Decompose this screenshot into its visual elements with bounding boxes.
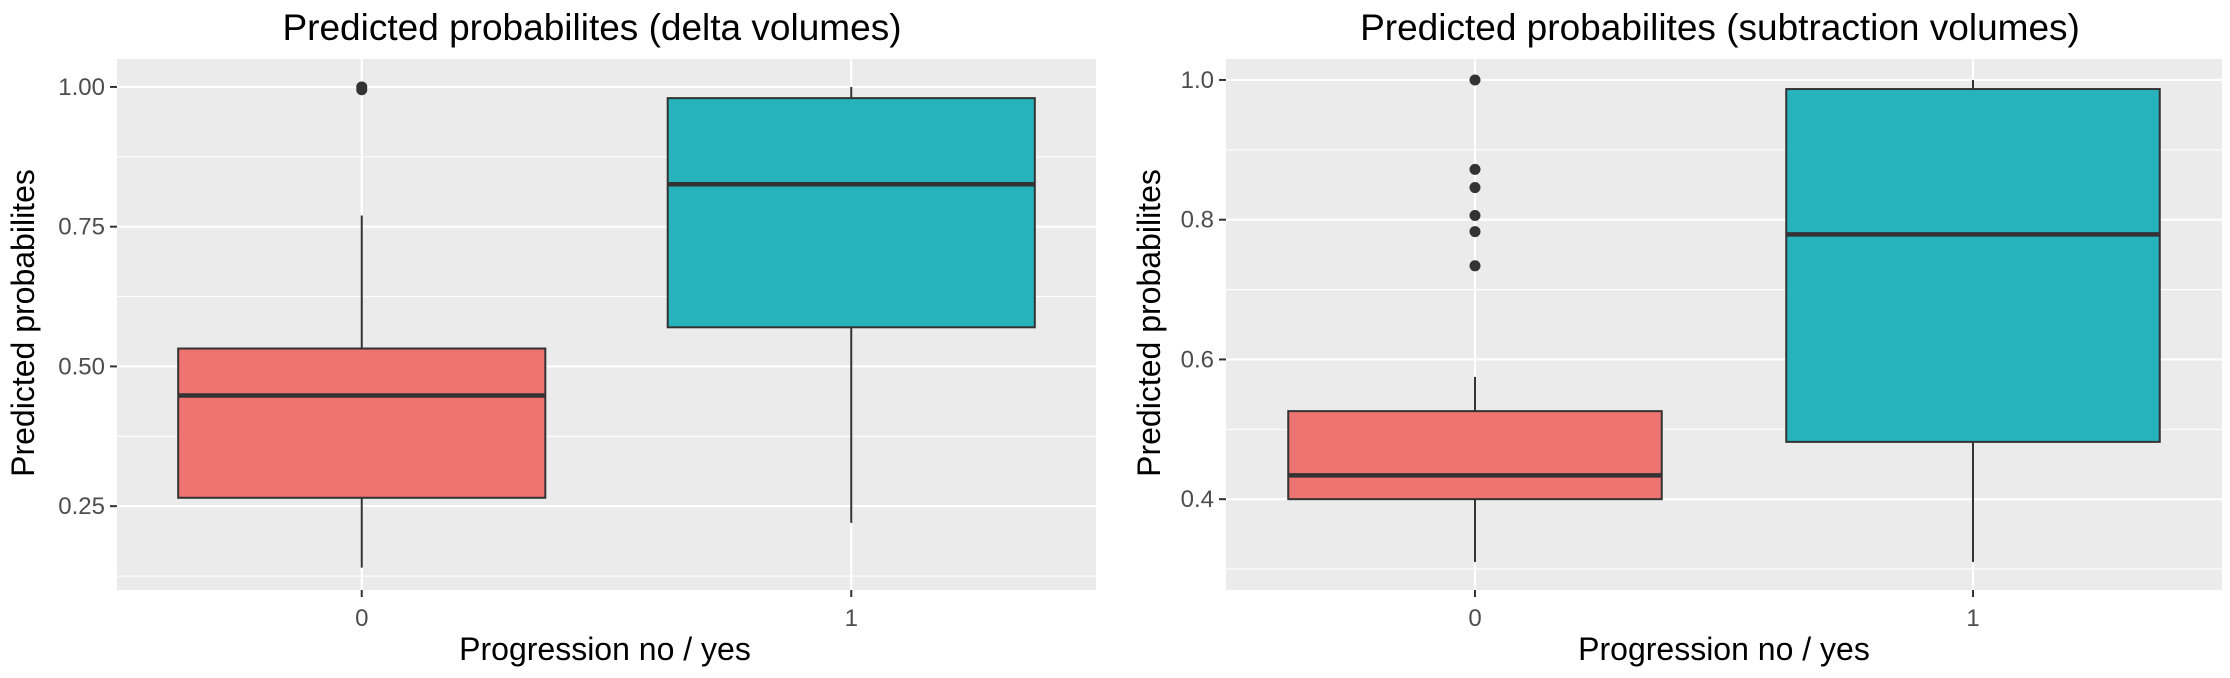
y-tick-label: 0.8 xyxy=(1181,207,1214,234)
outlier-point xyxy=(1469,182,1481,194)
y-axis-title: Predicted probabilites xyxy=(5,169,41,477)
chart-title: Predicted probabilites (subtraction volu… xyxy=(1360,7,2080,48)
outlier-point xyxy=(1469,226,1481,238)
outlier-point xyxy=(1469,210,1481,222)
x-axis-title: Progression no / yes xyxy=(459,631,751,667)
x-tick-label: 1 xyxy=(845,605,858,632)
x-axis-title: Progression no / yes xyxy=(1578,631,1870,667)
box-iqr xyxy=(1287,410,1663,501)
box-group-0 xyxy=(1287,74,1663,563)
y-tick-label: 0.75 xyxy=(58,214,105,241)
box-iqr xyxy=(177,347,547,499)
outlier-point xyxy=(356,81,368,93)
x-tick-label: 1 xyxy=(1966,605,1979,632)
y-tick-label: 0.25 xyxy=(58,493,105,520)
plot-area xyxy=(117,59,1096,590)
chart-title: Predicted probabilites (delta volumes) xyxy=(282,7,901,48)
box-group-0 xyxy=(177,81,547,568)
outlier-point xyxy=(1469,260,1481,272)
outlier-point xyxy=(1469,163,1481,175)
y-tick-label: 0.50 xyxy=(58,353,105,380)
y-axis-title: Predicted probabilites xyxy=(1131,169,1167,477)
chart-delta-volumes: Predicted probabilites (delta volumes) P… xyxy=(5,7,1096,667)
box-group-1 xyxy=(666,86,1036,523)
outlier-point xyxy=(1469,74,1481,86)
plot-area xyxy=(1226,59,2222,590)
y-tick-label: 1.00 xyxy=(58,74,105,101)
x-tick-label: 0 xyxy=(355,605,368,632)
x-tick-label: 0 xyxy=(1468,605,1481,632)
y-tick-label: 0.4 xyxy=(1181,486,1214,513)
box-group-1 xyxy=(1785,79,2161,563)
y-tick-label: 0.6 xyxy=(1181,346,1214,373)
box-iqr xyxy=(1785,88,2161,443)
chart-subtraction-volumes: Predicted probabilites (subtraction volu… xyxy=(1131,7,2222,667)
box-iqr xyxy=(666,97,1036,329)
y-tick-label: 1.0 xyxy=(1181,67,1214,94)
